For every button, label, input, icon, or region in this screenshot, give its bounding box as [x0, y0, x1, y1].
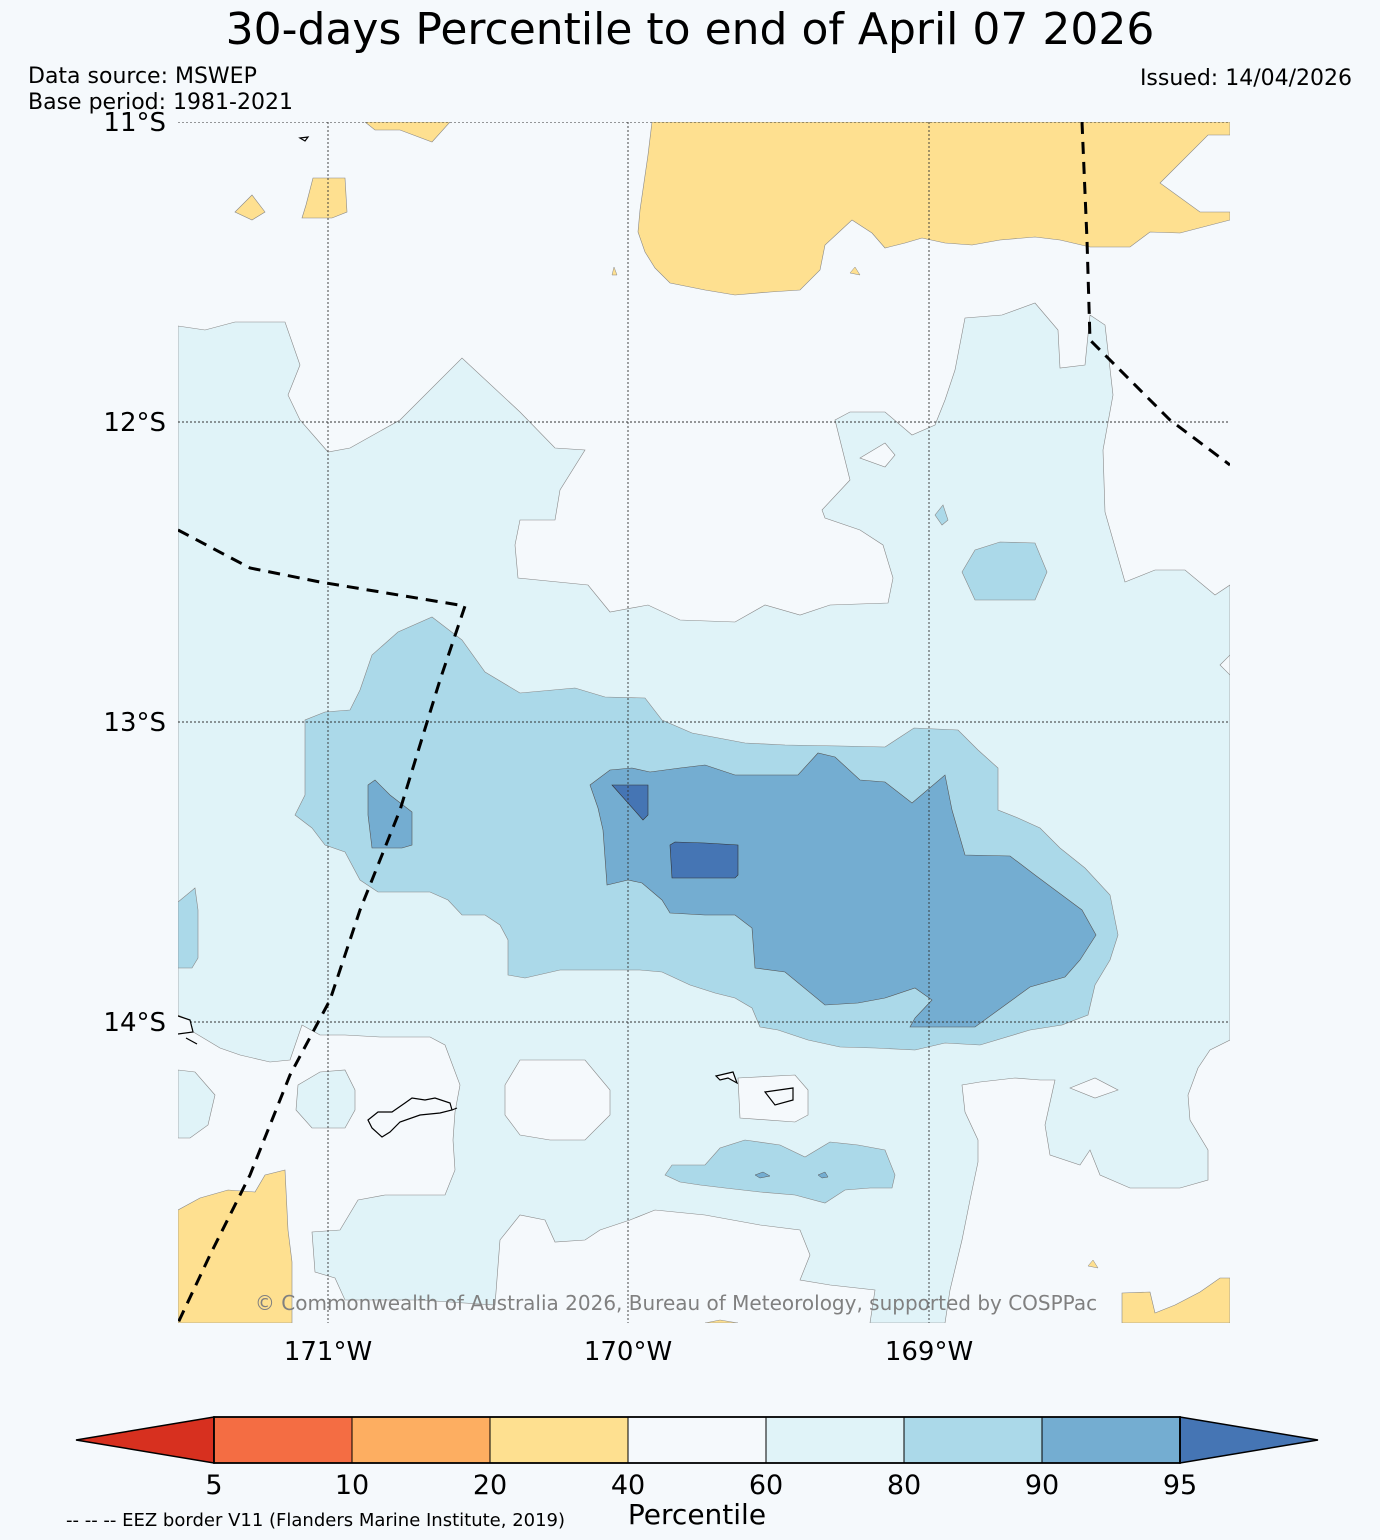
region-20-40-northwest-c [234, 194, 266, 221]
region-20-40-northwest-a [364, 122, 451, 143]
region-20-40-northwest-b [301, 177, 348, 219]
region-90-95-dot-b [817, 1171, 829, 1179]
copyright-notice: © Commonwealth of Australia 2026, Bureau… [255, 1291, 1097, 1315]
lon-label-170w: 170°W [584, 1337, 672, 1367]
region-above-95-b [669, 841, 739, 879]
colorbar-bin-80-90 [903, 1416, 1043, 1464]
lat-label-14s: 14°S [103, 1008, 166, 1038]
region-80-90-northeast [961, 541, 1048, 601]
lat-label-13s: 13°S [103, 708, 166, 738]
graticule [178, 122, 1230, 1323]
region-90-95-main [589, 752, 1097, 1028]
map-panel[interactable]: © Commonwealth of Australia 2026, Bureau… [178, 122, 1230, 1323]
region-20-40-southeast [1121, 1277, 1230, 1323]
region-20-40-dot-a [611, 266, 618, 276]
region-neutral-north-a [859, 442, 896, 468]
region-80-90-west [178, 887, 199, 969]
island-west-edge [178, 1015, 194, 1035]
region-20-40-dot-c [1087, 1259, 1099, 1269]
colorbar-bin-60-80 [765, 1416, 905, 1464]
lon-label-169w: 169°W [885, 1337, 973, 1367]
colorbar-tick-20: 20 [473, 1470, 507, 1501]
colorbar-extend-low [75, 1416, 215, 1464]
colorbar-bin-10-20 [351, 1416, 491, 1464]
eez-legend-note: -- -- -- EEZ border V11 (Flanders Marine… [66, 1510, 565, 1531]
region-80-90-dot [934, 504, 949, 526]
lat-label-11s: 11°S [103, 108, 166, 138]
lon-label-171w: 171°W [284, 1337, 372, 1367]
colorbar: 5 10 20 40 60 80 90 95 Percentile [75, 1416, 1319, 1531]
colorbar-tick-5: 5 [205, 1470, 222, 1501]
region-neutral-south-a [504, 1059, 611, 1141]
island-northwest-dot [298, 136, 310, 142]
colorbar-extend-high [1179, 1416, 1319, 1464]
page-title: 30-days Percentile to end of April 07 20… [225, 4, 1155, 55]
colorbar-tick-60: 60 [749, 1470, 783, 1501]
region-20-40-north [637, 122, 1230, 296]
base-period-label: Base period: 1981-2021 [28, 90, 293, 115]
region-neutral-east-b [1219, 654, 1230, 676]
coastlines [178, 136, 794, 1138]
island-savaii [367, 1097, 453, 1138]
eez-border-west [178, 528, 467, 1323]
colorbar-bin-5-10 [213, 1416, 353, 1464]
colorbar-outline [213, 1416, 1181, 1464]
lat-label-12s: 12°S [103, 408, 166, 438]
colorbar-bin-40-60 [627, 1416, 767, 1464]
island-savaii-east-line [451, 1107, 458, 1111]
region-90-95-dot-a [754, 1171, 771, 1179]
island-aunuu [714, 1071, 739, 1085]
island-west-tail [185, 1037, 198, 1045]
colorbar-tick-95: 95 [1163, 1470, 1197, 1501]
colorbar-bin-90-95 [1041, 1416, 1181, 1464]
region-90-95-west [367, 779, 413, 849]
issued-date-label: Issued: 14/04/2026 [1139, 66, 1352, 91]
colorbar-tick-90: 90 [1025, 1470, 1059, 1501]
region-20-40-dot-b [849, 266, 861, 276]
colorbar-tick-80: 80 [887, 1470, 921, 1501]
region-80-90-south [664, 1139, 896, 1204]
region-neutral-east-a [1069, 1077, 1119, 1099]
region-60-80-west [178, 1069, 216, 1139]
region-20-40-southwest [178, 1169, 293, 1323]
colorbar-tick-40: 40 [611, 1470, 645, 1501]
data-source-label: Data source: MSWEP [28, 64, 257, 89]
eez-border-east [1080, 122, 1230, 467]
colorbar-bin-20-40 [489, 1416, 629, 1464]
longitude-labels: 171°W 170°W 169°W [284, 1337, 973, 1367]
eez-borders [178, 122, 1230, 1323]
latitude-labels: 11°S 12°S 13°S 14°S [103, 108, 166, 1038]
region-20-40-south-edge [704, 1319, 739, 1323]
colorbar-tick-10: 10 [335, 1470, 369, 1501]
island-tutuila [763, 1087, 794, 1106]
region-above-95-a [611, 784, 649, 821]
colorbar-title: Percentile [628, 1498, 766, 1531]
